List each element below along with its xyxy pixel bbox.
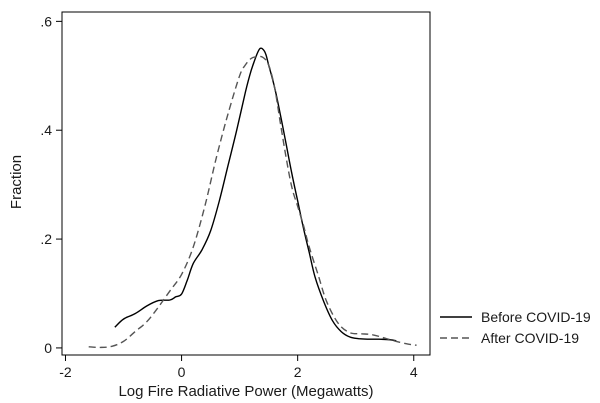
plot-area-border: [61, 11, 431, 356]
series-line-after-covid: [88, 55, 417, 349]
y-tick-label: .6: [40, 13, 52, 29]
y-tick-label: .4: [40, 122, 52, 138]
legend: Before COVID-19 After COVID-19: [440, 309, 591, 346]
x-tick-label: 4: [410, 364, 418, 380]
series-line-before-covid: [114, 47, 397, 342]
x-tick-label: 2: [294, 364, 302, 380]
x-axis: -2 0 2 4: [59, 355, 418, 380]
x-axis-title: Log Fire Radiative Power (Megawatts): [118, 383, 373, 400]
y-axis: 0 .2 .4 .6: [40, 13, 62, 356]
plot-frame: [61, 11, 431, 356]
series-layer: [88, 47, 417, 349]
y-tick-label: .2: [40, 231, 52, 247]
y-axis-title: Fraction: [8, 155, 25, 209]
legend-label: After COVID-19: [481, 330, 579, 346]
x-tick-label: 0: [178, 364, 186, 380]
x-tick-label: -2: [59, 364, 72, 380]
y-tick-label: 0: [44, 340, 52, 356]
legend-label: Before COVID-19: [481, 309, 591, 325]
